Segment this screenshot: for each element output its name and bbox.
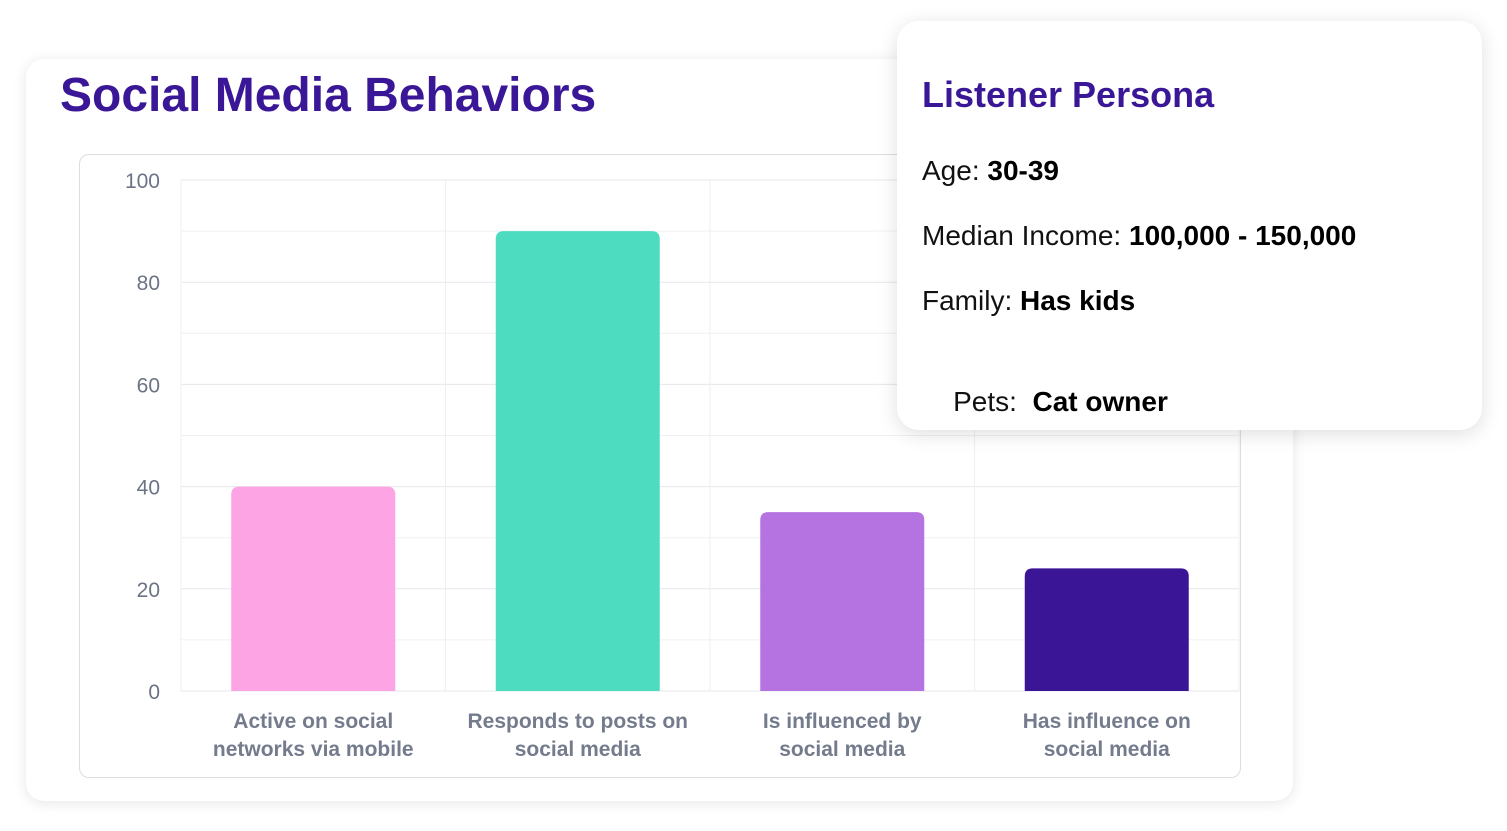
page-title: Social Media Behaviors bbox=[60, 69, 597, 122]
x-tick-label: networks via mobile bbox=[213, 738, 414, 761]
y-tick-label: 40 bbox=[137, 477, 160, 500]
persona-title: Listener Persona bbox=[922, 74, 1215, 115]
persona-age-value: 30-39 bbox=[987, 155, 1060, 186]
persona-card: Listener Persona Age: 30-39 Median Incom… bbox=[897, 21, 1482, 430]
persona-income-value: 100,000 - 150,000 bbox=[1129, 220, 1357, 251]
x-tick-label: Active on social bbox=[233, 710, 393, 733]
x-tick-label: Responds to posts on bbox=[468, 710, 689, 733]
x-tick-label: Has influence on bbox=[1023, 710, 1191, 733]
persona-family-value: Has kids bbox=[1020, 285, 1136, 316]
bar bbox=[760, 512, 925, 691]
persona-income-label: Median Income: bbox=[922, 220, 1129, 251]
bar bbox=[1024, 568, 1189, 691]
persona-pets-value: Cat owner bbox=[1032, 386, 1168, 417]
x-tick-label: social media bbox=[1044, 738, 1170, 761]
persona-family-label: Family: bbox=[922, 285, 1020, 316]
y-tick-label: 20 bbox=[137, 579, 160, 602]
bar bbox=[231, 486, 396, 691]
x-tick-label: Is influenced by bbox=[763, 710, 922, 733]
bar bbox=[495, 231, 660, 691]
persona-family: Family: Has kids bbox=[922, 283, 1135, 319]
y-tick-label: 0 bbox=[148, 681, 160, 704]
persona-pets: Pets: Cat owner bbox=[922, 348, 1168, 456]
x-tick-label: social media bbox=[515, 738, 641, 761]
y-tick-label: 100 bbox=[125, 170, 160, 193]
persona-pets-label: Pets: bbox=[953, 386, 1033, 417]
persona-income: Median Income: 100,000 - 150,000 bbox=[922, 218, 1356, 254]
y-tick-label: 60 bbox=[137, 374, 160, 397]
persona-age: Age: 30-39 bbox=[922, 153, 1059, 189]
y-tick-label: 80 bbox=[137, 272, 160, 295]
x-tick-label: social media bbox=[779, 738, 905, 761]
persona-age-label: Age: bbox=[922, 155, 988, 186]
